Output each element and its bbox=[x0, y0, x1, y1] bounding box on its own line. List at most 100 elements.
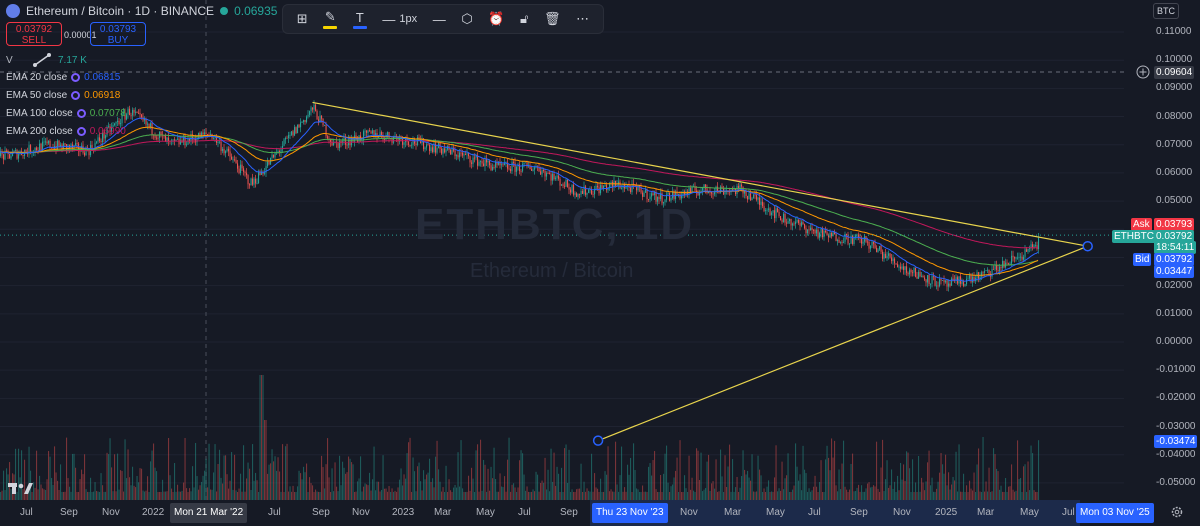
volume-bar bbox=[892, 488, 894, 500]
volume-bar bbox=[865, 488, 867, 500]
ema-200-legend[interactable]: EMA 200 close 0.06990 bbox=[6, 126, 126, 137]
candle-body bbox=[769, 208, 771, 215]
volume-bar bbox=[387, 491, 389, 500]
volume-bar bbox=[450, 490, 452, 500]
candle-body bbox=[466, 153, 468, 155]
tradingview-logo[interactable] bbox=[8, 480, 34, 496]
volume-bar bbox=[963, 473, 965, 500]
time-tick-label: Sep bbox=[560, 507, 578, 518]
diagonal-line-icon[interactable] bbox=[32, 52, 52, 68]
candle-body bbox=[708, 191, 710, 193]
candle-body bbox=[345, 137, 347, 145]
candle-body bbox=[372, 130, 374, 134]
candle-body bbox=[76, 143, 78, 144]
volume-bar bbox=[67, 478, 69, 500]
volume-bar bbox=[429, 458, 431, 500]
volume-bar bbox=[655, 489, 657, 500]
volume-bar bbox=[502, 487, 504, 500]
text-icon[interactable]: T bbox=[352, 10, 367, 29]
volume-bar bbox=[153, 443, 155, 500]
time-tick-label: May bbox=[1020, 507, 1039, 518]
candle-body bbox=[450, 149, 452, 155]
volume-bar bbox=[867, 483, 869, 500]
time-tick-label: Jul bbox=[808, 507, 821, 518]
volume-bar bbox=[307, 491, 309, 500]
candle-body bbox=[712, 193, 714, 195]
volume-bar bbox=[945, 454, 947, 500]
volume-bar bbox=[838, 469, 840, 500]
volume-bar bbox=[579, 488, 581, 500]
candle-body bbox=[544, 170, 546, 177]
ema-50-label: EMA 50 close bbox=[6, 90, 68, 101]
volume-bar bbox=[792, 489, 794, 500]
crosshair-price-label: 0.09604 bbox=[1154, 66, 1195, 79]
visibility-icon[interactable] bbox=[71, 91, 81, 100]
volume-bar bbox=[715, 459, 717, 500]
volume-bar bbox=[333, 491, 335, 500]
candle-body bbox=[814, 230, 816, 234]
visibility-icon[interactable] bbox=[76, 127, 86, 136]
settings-gear-icon[interactable] bbox=[1170, 505, 1184, 519]
volume-bar bbox=[964, 491, 966, 500]
candle-body bbox=[325, 125, 327, 137]
volume-bar bbox=[283, 491, 285, 500]
candle-body bbox=[186, 144, 188, 146]
symbol-legend[interactable]: Ethereum / Bitcoin · 1D · BINANCE 0.0693… bbox=[6, 4, 277, 18]
volume-bar bbox=[403, 474, 405, 500]
line-style-button[interactable]: — 1px bbox=[382, 12, 417, 27]
volume-bar bbox=[529, 491, 531, 500]
buy-price: 0.03793 bbox=[99, 24, 137, 35]
volume-bar bbox=[49, 456, 51, 500]
trash-icon[interactable]: 🗑︎ bbox=[544, 11, 561, 26]
candle-body bbox=[963, 281, 965, 286]
candle-body bbox=[301, 122, 303, 123]
candle-body bbox=[780, 216, 782, 221]
candle-body bbox=[979, 276, 981, 280]
lock-icon[interactable]: 🔓︎ bbox=[520, 11, 529, 26]
candle-body bbox=[99, 137, 101, 141]
candle-body bbox=[828, 235, 830, 238]
volume-bar bbox=[987, 491, 989, 500]
candle-body bbox=[580, 190, 582, 195]
candle-body bbox=[655, 192, 657, 202]
more-icon[interactable]: ⋯ bbox=[576, 11, 590, 26]
candle-body bbox=[3, 154, 5, 160]
sell-label: SELL bbox=[21, 35, 47, 46]
settings-hex-icon[interactable]: ⬡ bbox=[461, 11, 473, 26]
volume-bar bbox=[423, 470, 425, 500]
candle-body bbox=[646, 188, 648, 200]
candle-body bbox=[102, 132, 104, 142]
pencil-icon[interactable]: ✎ bbox=[323, 9, 338, 29]
alert-icon[interactable]: ⏰ bbox=[488, 11, 505, 26]
candle-body bbox=[538, 167, 540, 172]
price-chart[interactable] bbox=[0, 0, 1124, 526]
candle-body bbox=[849, 243, 851, 245]
line-width-icon[interactable]: — bbox=[432, 11, 446, 27]
visibility-icon[interactable] bbox=[71, 73, 81, 82]
sell-button[interactable]: 0.03792 SELL bbox=[6, 22, 62, 46]
template-icon[interactable]: ⊞ bbox=[296, 11, 308, 26]
candle-body bbox=[532, 169, 534, 171]
add-plus-icon[interactable] bbox=[1136, 65, 1150, 79]
ema-100-legend[interactable]: EMA 100 close 0.07078 bbox=[6, 108, 126, 119]
ema-20-legend[interactable]: EMA 20 close 0.06815 bbox=[6, 72, 120, 83]
volume-bar bbox=[186, 488, 188, 500]
candle-body bbox=[910, 269, 912, 273]
volume-bar bbox=[595, 487, 597, 500]
candle-body bbox=[657, 196, 659, 202]
volume-bar bbox=[496, 491, 498, 500]
ema-200-value: 0.06990 bbox=[89, 126, 126, 137]
candle-body bbox=[1012, 255, 1014, 257]
candle-body bbox=[483, 163, 485, 167]
candle-body bbox=[901, 266, 903, 269]
currency-button[interactable]: BTC bbox=[1153, 3, 1179, 19]
volume-bar bbox=[979, 491, 981, 500]
candle-body bbox=[549, 173, 551, 175]
candle-body bbox=[229, 151, 231, 157]
candle-body bbox=[778, 211, 780, 217]
volume-bar bbox=[727, 466, 729, 500]
visibility-icon[interactable] bbox=[76, 109, 86, 118]
buy-button[interactable]: 0.03793 BUY bbox=[90, 22, 146, 46]
ema-50-legend[interactable]: EMA 50 close 0.06918 bbox=[6, 90, 120, 101]
volume-bar bbox=[720, 449, 722, 500]
